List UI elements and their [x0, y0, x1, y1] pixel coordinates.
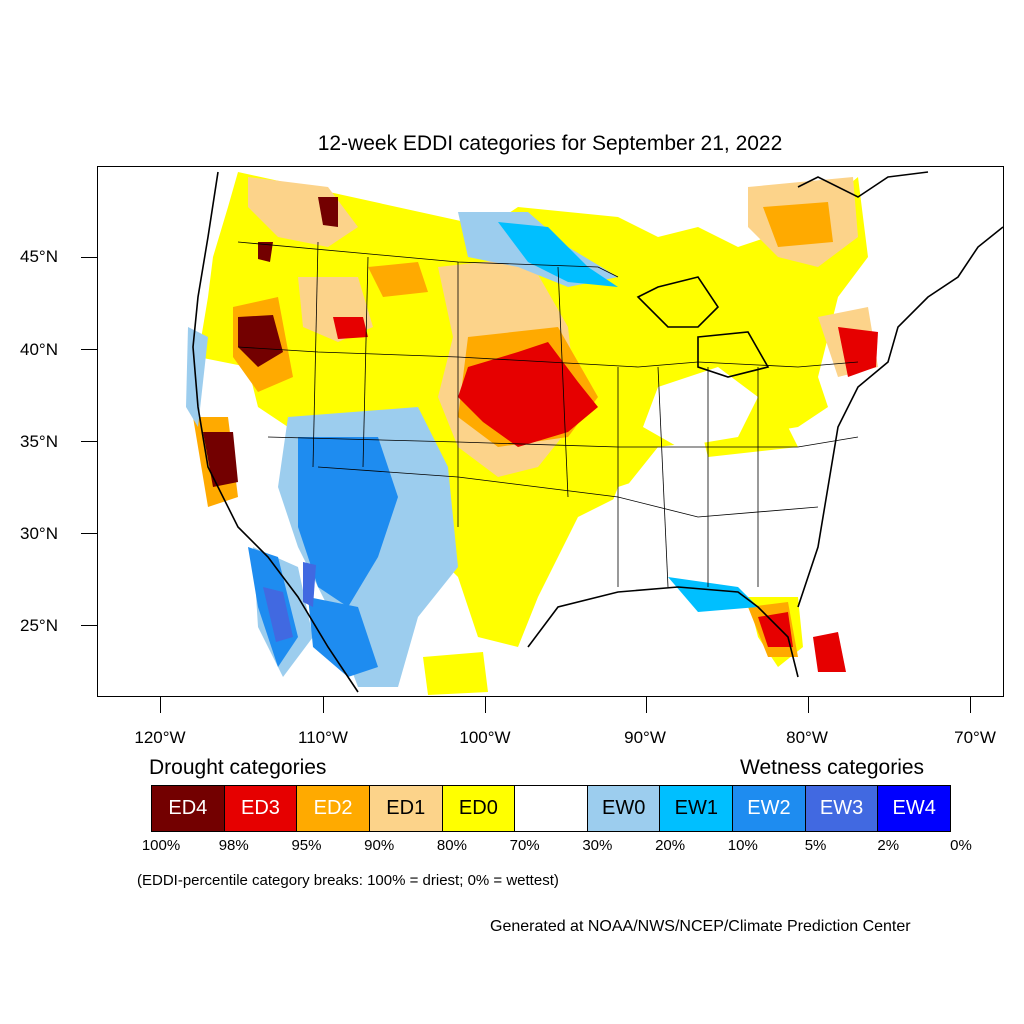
wetness-categories-heading: Wetness categories	[740, 756, 925, 779]
ew1-regions	[498, 222, 758, 612]
lon-label-110w: 110°W	[298, 728, 348, 747]
lon-tick	[160, 697, 161, 713]
percentile-break-label: 95%	[291, 837, 322, 854]
ew3-regions	[263, 562, 316, 642]
lat-tick	[81, 625, 97, 626]
map-panel	[97, 166, 1004, 697]
lon-tick	[646, 697, 647, 713]
legend-cell-normal	[515, 786, 588, 831]
percentile-break-label: 30%	[582, 837, 613, 854]
legend-cell-ew1: EW1	[660, 786, 734, 831]
legend-cell-ed1: ED1	[369, 786, 443, 831]
legend-cell-ed0: ED0	[442, 786, 516, 831]
credit-line: Generated at NOAA/NWS/NCEP/Climate Predi…	[490, 918, 911, 935]
lat-tick	[81, 257, 97, 258]
lon-label-120w: 120°W	[134, 728, 186, 747]
lon-tick	[323, 697, 324, 713]
lon-tick	[808, 697, 809, 713]
legend-cell-ew0: EW0	[587, 786, 661, 831]
lat-label-30n: 30°N	[20, 524, 58, 543]
lat-tick	[81, 349, 97, 350]
lon-label-70w: 70°W	[954, 728, 996, 747]
percentile-break-label: 70%	[509, 837, 540, 854]
lon-tick	[485, 697, 486, 713]
state-boundaries	[237, 241, 859, 588]
lon-label-90w: 90°W	[624, 728, 666, 747]
legend-cell-ed2: ED2	[297, 786, 370, 831]
lon-label-80w: 80°W	[786, 728, 828, 747]
percentile-break-label: 5%	[804, 837, 827, 854]
lat-tick	[81, 441, 97, 442]
lat-label-45n: 45°N	[20, 247, 58, 266]
lon-tick	[970, 697, 971, 713]
lat-label-25n: 25°N	[20, 616, 58, 635]
percentile-break-label: 80%	[436, 837, 467, 854]
percentile-break-label: 0%	[950, 837, 972, 854]
legend-cell-ed4: ED4	[152, 786, 225, 831]
percentile-break-label: 98%	[218, 837, 249, 854]
eddi-map	[186, 171, 1003, 695]
lat-label-35n: 35°N	[20, 432, 58, 451]
percentile-break-label: 10%	[727, 837, 758, 854]
ed4-regions	[203, 197, 338, 487]
footnote: (EDDI-percentile category breaks: 100% =…	[137, 872, 559, 889]
lat-label-40n: 40°N	[20, 340, 58, 359]
legend-cell-ed3: ED3	[224, 786, 298, 831]
map-title: 12-week EDDI categories for September 21…	[317, 132, 783, 155]
legend-cell-ew2: EW2	[733, 786, 806, 831]
lat-tick	[81, 533, 97, 534]
percentile-break-label: 2%	[877, 837, 900, 854]
normal-regions	[603, 367, 818, 597]
percentile-break-label: 20%	[655, 837, 686, 854]
legend-cell-ew4: EW4	[878, 786, 951, 831]
coastlines	[192, 171, 1003, 693]
legend-color-bar: ED4 ED3 ED2 ED1 ED0 EW0 EW1 EW2 EW3 EW4	[151, 785, 951, 832]
ed3-regions	[333, 317, 878, 672]
lon-label-100w: 100°W	[459, 728, 511, 747]
percentile-break-label: 90%	[364, 837, 395, 854]
legend-cell-ew3: EW3	[805, 786, 879, 831]
percentile-break-label: 100%	[141, 837, 181, 854]
drought-categories-heading: Drought categories	[149, 756, 327, 779]
